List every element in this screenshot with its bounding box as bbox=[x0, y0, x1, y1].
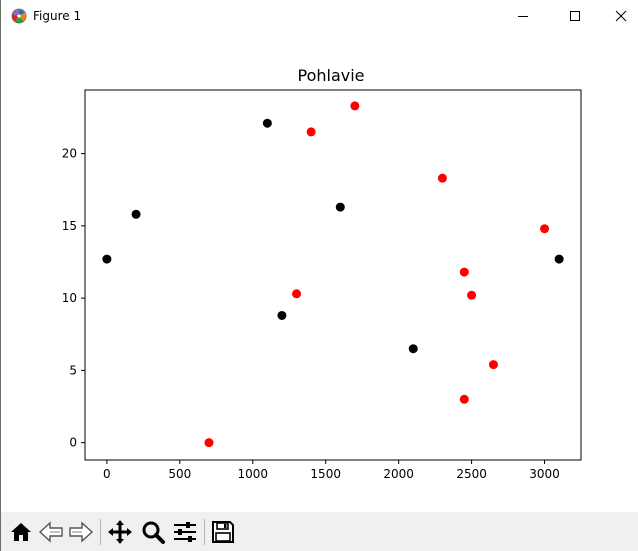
figure-canvas[interactable]: Pohlavie 0 5 10 15 20 0 500 1000 1500 2000 2500 30… bbox=[1, 32, 638, 512]
scatter-point bbox=[204, 438, 214, 448]
scatter-plot: Pohlavie 0 5 10 15 20 0 500 1000 1500 2000 2500 30… bbox=[62, 66, 582, 481]
y-tick-label: 5 bbox=[69, 363, 77, 377]
x-tick-label: 0 bbox=[103, 467, 111, 481]
scatter-point bbox=[102, 254, 112, 264]
toolbar-separator bbox=[100, 519, 101, 545]
axes-frame bbox=[84, 89, 582, 461]
navigation-toolbar bbox=[1, 512, 638, 551]
scatter-point bbox=[554, 254, 564, 264]
x-axis: 0 500 1000 1500 2000 2500 3000 bbox=[103, 460, 560, 481]
floppy-icon bbox=[212, 521, 234, 543]
sliders-icon bbox=[174, 522, 196, 542]
scatter-point bbox=[437, 173, 447, 183]
y-tick-label: 15 bbox=[62, 219, 77, 233]
scatter-point bbox=[540, 224, 550, 234]
scatter-point bbox=[408, 344, 418, 354]
scatter-point bbox=[350, 101, 360, 111]
configure-subplots-button[interactable] bbox=[170, 517, 200, 547]
scatter-point bbox=[131, 209, 141, 219]
close-icon bbox=[615, 10, 627, 22]
x-tick-label: 500 bbox=[168, 467, 191, 481]
back-button[interactable] bbox=[37, 517, 65, 547]
title-bar[interactable]: Figure 1 bbox=[1, 0, 638, 32]
back-arrow-icon bbox=[38, 521, 63, 543]
scatter-point bbox=[262, 118, 272, 128]
x-tick-label: 2000 bbox=[383, 467, 414, 481]
window-title: Figure 1 bbox=[33, 9, 82, 23]
pan-button[interactable] bbox=[105, 517, 135, 547]
scatter-point bbox=[292, 289, 302, 299]
y-tick-label: 0 bbox=[69, 436, 77, 450]
home-button[interactable] bbox=[7, 517, 34, 547]
zoom-button[interactable] bbox=[138, 517, 168, 547]
minimize-icon bbox=[518, 16, 528, 17]
scatter-point bbox=[459, 267, 469, 277]
x-tick-label: 2500 bbox=[456, 467, 487, 481]
forward-button[interactable] bbox=[67, 517, 95, 547]
toolbar-separator bbox=[204, 519, 205, 545]
matplotlib-logo-icon bbox=[11, 8, 27, 24]
move-icon bbox=[108, 520, 132, 544]
maximize-icon bbox=[570, 11, 580, 21]
scatter-point bbox=[459, 394, 469, 404]
maximize-button[interactable] bbox=[552, 0, 598, 32]
forward-arrow-icon bbox=[69, 521, 94, 543]
home-icon bbox=[10, 523, 31, 541]
plot-title: Pohlavie bbox=[297, 66, 364, 85]
y-axis: 0 5 10 15 20 bbox=[62, 147, 85, 450]
scatter-point bbox=[306, 127, 316, 137]
scatter-point bbox=[277, 310, 287, 320]
y-tick-label: 20 bbox=[62, 147, 77, 161]
magnifier-icon bbox=[142, 521, 165, 544]
scatter-point bbox=[488, 360, 498, 370]
y-tick-label: 10 bbox=[62, 291, 77, 305]
scatter-point bbox=[467, 290, 477, 300]
scatter-point bbox=[335, 202, 345, 212]
save-button[interactable] bbox=[208, 517, 238, 547]
x-tick-label: 1000 bbox=[237, 467, 268, 481]
minimize-button[interactable] bbox=[500, 0, 546, 32]
x-tick-label: 3000 bbox=[529, 467, 560, 481]
close-button[interactable] bbox=[598, 0, 638, 32]
data-points bbox=[102, 101, 564, 448]
x-tick-label: 1500 bbox=[310, 467, 341, 481]
